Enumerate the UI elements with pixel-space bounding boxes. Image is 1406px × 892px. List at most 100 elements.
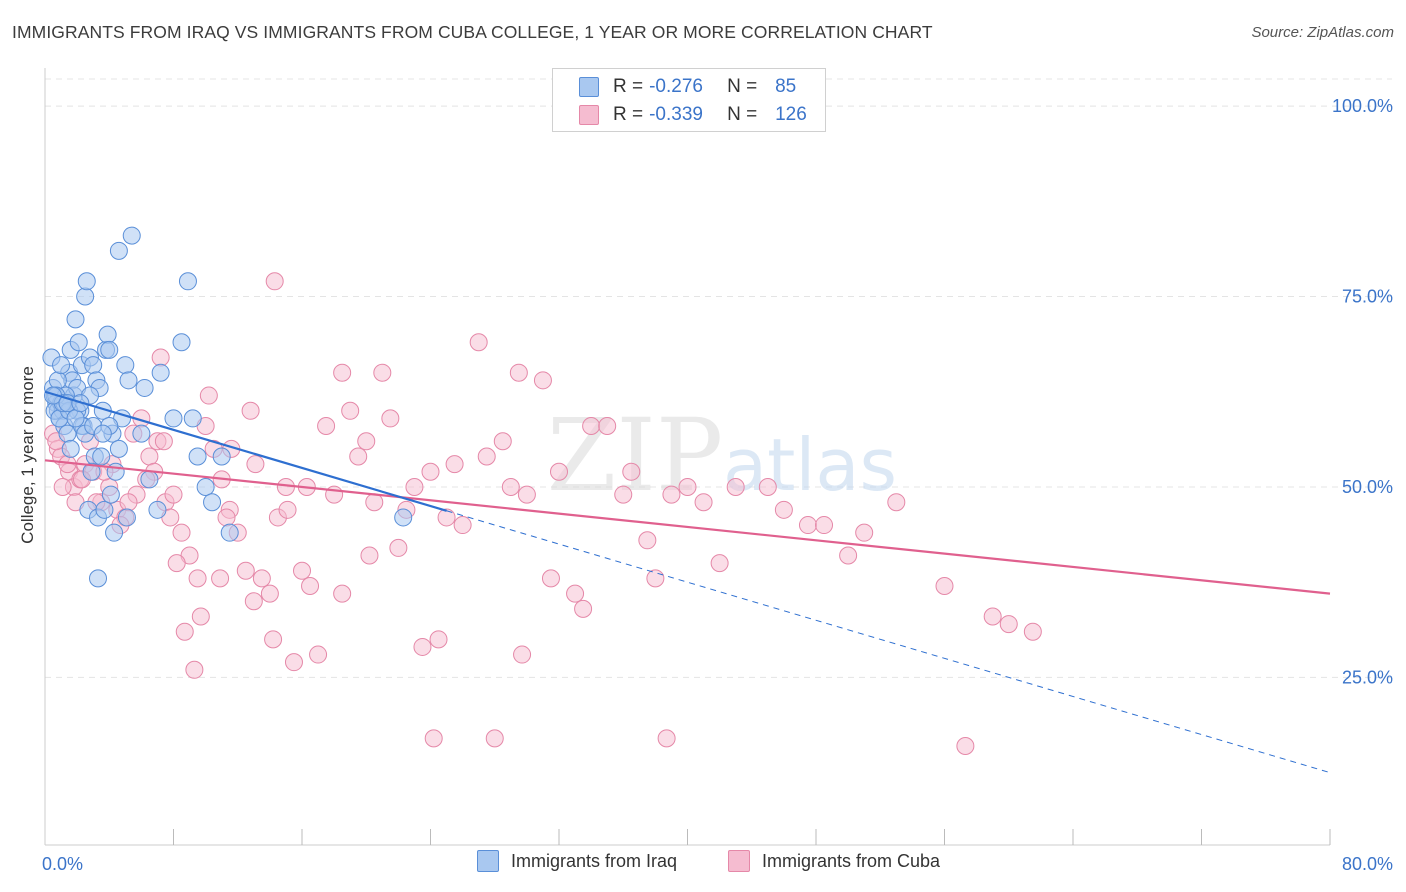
iraq-point (116, 356, 135, 375)
cuba-point (185, 660, 204, 679)
cuba-point (983, 607, 1002, 626)
cuba-point (956, 736, 975, 755)
iraq-trend-line-dashed (446, 510, 1331, 774)
iraq-point (92, 447, 111, 466)
iraq-point (109, 241, 128, 260)
legend-row-iraq: R = -0.276 N = 85 (553, 73, 796, 101)
cuba-point (175, 622, 194, 641)
cuba-point (493, 432, 512, 451)
iraq-point (151, 363, 170, 382)
cuba-point (758, 477, 777, 496)
cuba-point (167, 554, 186, 573)
legend-n-value: 85 (775, 76, 797, 97)
cuba-point (246, 455, 265, 474)
cuba-point (839, 546, 858, 565)
cuba-point (646, 569, 665, 588)
iraq-point (48, 371, 67, 390)
cuba-point (445, 455, 464, 474)
legend-n-value: 126 (775, 104, 807, 125)
iraq-legend-swatch (477, 850, 499, 872)
cuba-point (566, 584, 585, 603)
cuba-points (44, 272, 1042, 755)
cuba-point (614, 485, 633, 504)
cuba-point (517, 485, 536, 504)
legend-row-cuba: R = -0.339 N = 126 (553, 101, 807, 129)
cuba-point (301, 577, 320, 595)
x-tick-label-max: 80.0% (1342, 854, 1393, 874)
iraq-point (69, 333, 88, 352)
legend-item-cuba[interactable]: Immigrants from Cuba (728, 850, 940, 872)
iraq-point (164, 409, 183, 428)
iraq-point (196, 477, 215, 496)
cuba-point (217, 508, 236, 527)
series-legend: Immigrants from Iraq Immigrants from Cub… (0, 850, 1406, 878)
grid-lines (45, 78, 1392, 678)
cuba-point (469, 333, 488, 352)
cuba-point (429, 630, 448, 649)
cuba-point (119, 493, 138, 512)
cuba-point (164, 485, 183, 504)
cuba-point (574, 599, 593, 618)
cuba-point (188, 569, 207, 588)
y-tick-label: 25.0% (1342, 667, 1393, 687)
cuba-point (341, 401, 360, 420)
iraq-point (89, 569, 108, 588)
cuba-point (349, 447, 368, 466)
iraq-point (101, 485, 120, 504)
legend-r-value: -0.339 (649, 104, 703, 125)
cuba-point (365, 493, 384, 512)
iraq-point (183, 409, 202, 428)
cuba-point (252, 569, 271, 588)
cuba-point (710, 554, 729, 573)
cuba-point (191, 607, 210, 626)
legend-item-iraq[interactable]: Immigrants from Iraq (477, 850, 677, 872)
cuba-point (550, 462, 568, 481)
iraq-point (109, 439, 128, 458)
cuba-point (999, 615, 1018, 634)
iraq-point (84, 356, 103, 375)
iraq-point (66, 409, 85, 428)
cuba-point (333, 584, 352, 603)
iraq-point (76, 287, 95, 306)
cuba-point (513, 645, 532, 664)
cuba-point (360, 546, 379, 565)
iraq-point (132, 424, 151, 443)
cuba-point (381, 409, 400, 428)
cuba-point (477, 447, 496, 466)
cuba-point (317, 417, 336, 436)
iraq-point (172, 333, 191, 352)
cuba-point (582, 417, 601, 436)
cuba-point (774, 500, 793, 519)
legend-n-label: N = (727, 76, 758, 97)
iraq-point (188, 447, 207, 466)
watermark-zip: ZIP (547, 397, 723, 514)
iraq-points (42, 226, 413, 588)
iraq-point (212, 447, 231, 466)
cuba-point (284, 653, 303, 672)
correlation-legend: R = -0.276 N = 85 R = -0.339 N = 126 (552, 68, 826, 132)
cuba-point (421, 462, 440, 481)
iraq-point (100, 340, 119, 359)
cuba-point (413, 637, 432, 656)
iraq-point (135, 378, 154, 397)
cuba-point (678, 477, 697, 496)
cuba-point (638, 531, 657, 550)
iraq-point (119, 371, 138, 390)
trend-lines (44, 390, 1331, 774)
iraq-point (178, 272, 197, 291)
cuba-point (726, 477, 745, 496)
iraq-point (220, 523, 239, 542)
iraq-point (93, 424, 112, 443)
iraq-trend-line-solid (44, 390, 447, 512)
cuba-point (293, 561, 311, 580)
cuba-point (935, 577, 954, 595)
cuba-point (694, 493, 713, 512)
cuba-trend-line (44, 459, 1331, 595)
y-tick-label: 100.0% (1332, 96, 1393, 116)
iraq-point (105, 523, 124, 542)
iraq-point (122, 226, 141, 245)
cuba-point (265, 272, 284, 291)
cuba-point (453, 516, 472, 535)
iraq-point (117, 508, 136, 527)
